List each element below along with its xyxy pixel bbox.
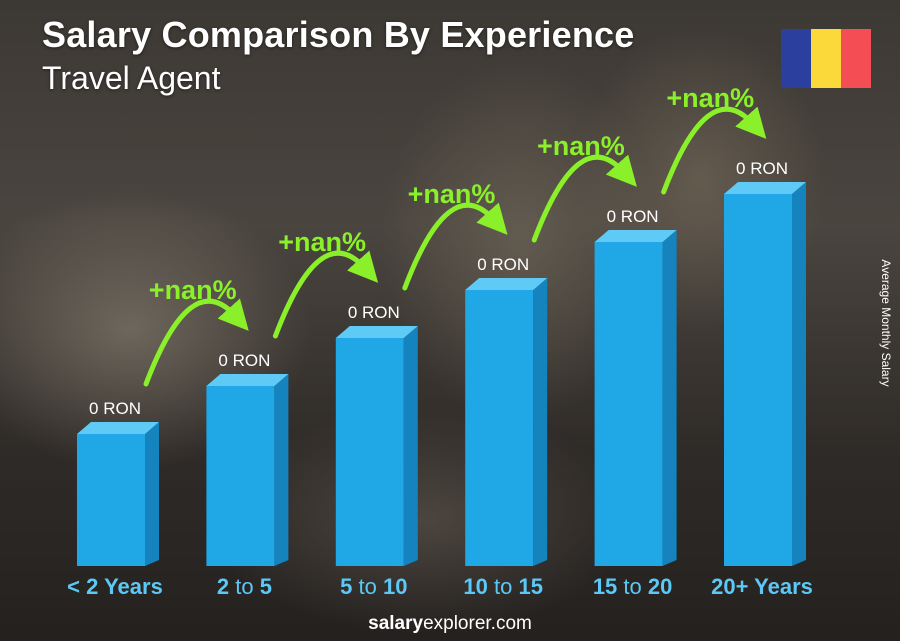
romania-flag-icon xyxy=(781,29,871,88)
category-label-3: 10 to 15 xyxy=(463,574,543,599)
growth-arrow-1 xyxy=(272,250,379,339)
bar-side-1 xyxy=(274,374,289,566)
flag-stripe-red xyxy=(841,29,871,88)
chart-subtitle: Travel Agent xyxy=(42,60,221,96)
bar-side-0 xyxy=(145,422,159,566)
footer-brand-rest: explorer.com xyxy=(423,613,532,634)
bar-front-1 xyxy=(206,386,275,566)
growth-arrow-4 xyxy=(661,106,767,195)
growth-label-4: +nan% xyxy=(666,83,754,113)
category-label-4: 15 to 20 xyxy=(593,574,673,599)
value-label-1: 0 RON xyxy=(218,351,270,370)
footer-brand-bold: salary xyxy=(368,613,424,634)
bar-top-4 xyxy=(594,230,677,242)
category-label-2: 5 to 10 xyxy=(340,574,407,599)
bar-side-4 xyxy=(662,230,677,566)
bar-top-2 xyxy=(335,326,418,338)
chart-title: Salary Comparison By Experience xyxy=(42,14,635,55)
bar-front-3 xyxy=(465,290,534,566)
category-label-1: 2 to 5 xyxy=(217,574,272,599)
category-label-0: < 2 Years xyxy=(67,574,163,599)
value-label-5: 0 RON xyxy=(736,159,788,178)
value-label-4: 0 RON xyxy=(607,207,659,226)
bar-side-3 xyxy=(533,278,548,566)
value-label-2: 0 RON xyxy=(348,303,400,322)
bar-front-5 xyxy=(724,194,792,566)
bar-top-5 xyxy=(724,182,806,194)
growth-label-1: +nan% xyxy=(278,227,366,257)
bar-top-3 xyxy=(465,278,548,290)
flag-stripe-yellow xyxy=(811,29,841,88)
bar-top-1 xyxy=(206,374,289,386)
category-label-5: 20+ Years xyxy=(711,574,813,599)
growth-label-3: +nan% xyxy=(537,131,625,161)
growth-arrow-3 xyxy=(531,154,637,243)
value-label-0: 0 RON xyxy=(89,399,141,418)
growth-label-2: +nan% xyxy=(408,179,496,209)
value-label-3: 0 RON xyxy=(477,255,529,274)
footer-brand[interactable]: salaryexplorer.com xyxy=(0,613,900,635)
growth-arrow-2 xyxy=(402,202,508,291)
bar-side-2 xyxy=(403,326,418,566)
bar-front-2 xyxy=(335,338,404,566)
bar-front-4 xyxy=(594,242,663,566)
bar-side-5 xyxy=(792,182,806,566)
bar-front-0 xyxy=(77,434,145,566)
growth-label-0: +nan% xyxy=(149,275,237,305)
bar-top-0 xyxy=(77,422,159,434)
growth-arrow-0 xyxy=(143,298,249,387)
flag-stripe-blue xyxy=(781,29,811,88)
